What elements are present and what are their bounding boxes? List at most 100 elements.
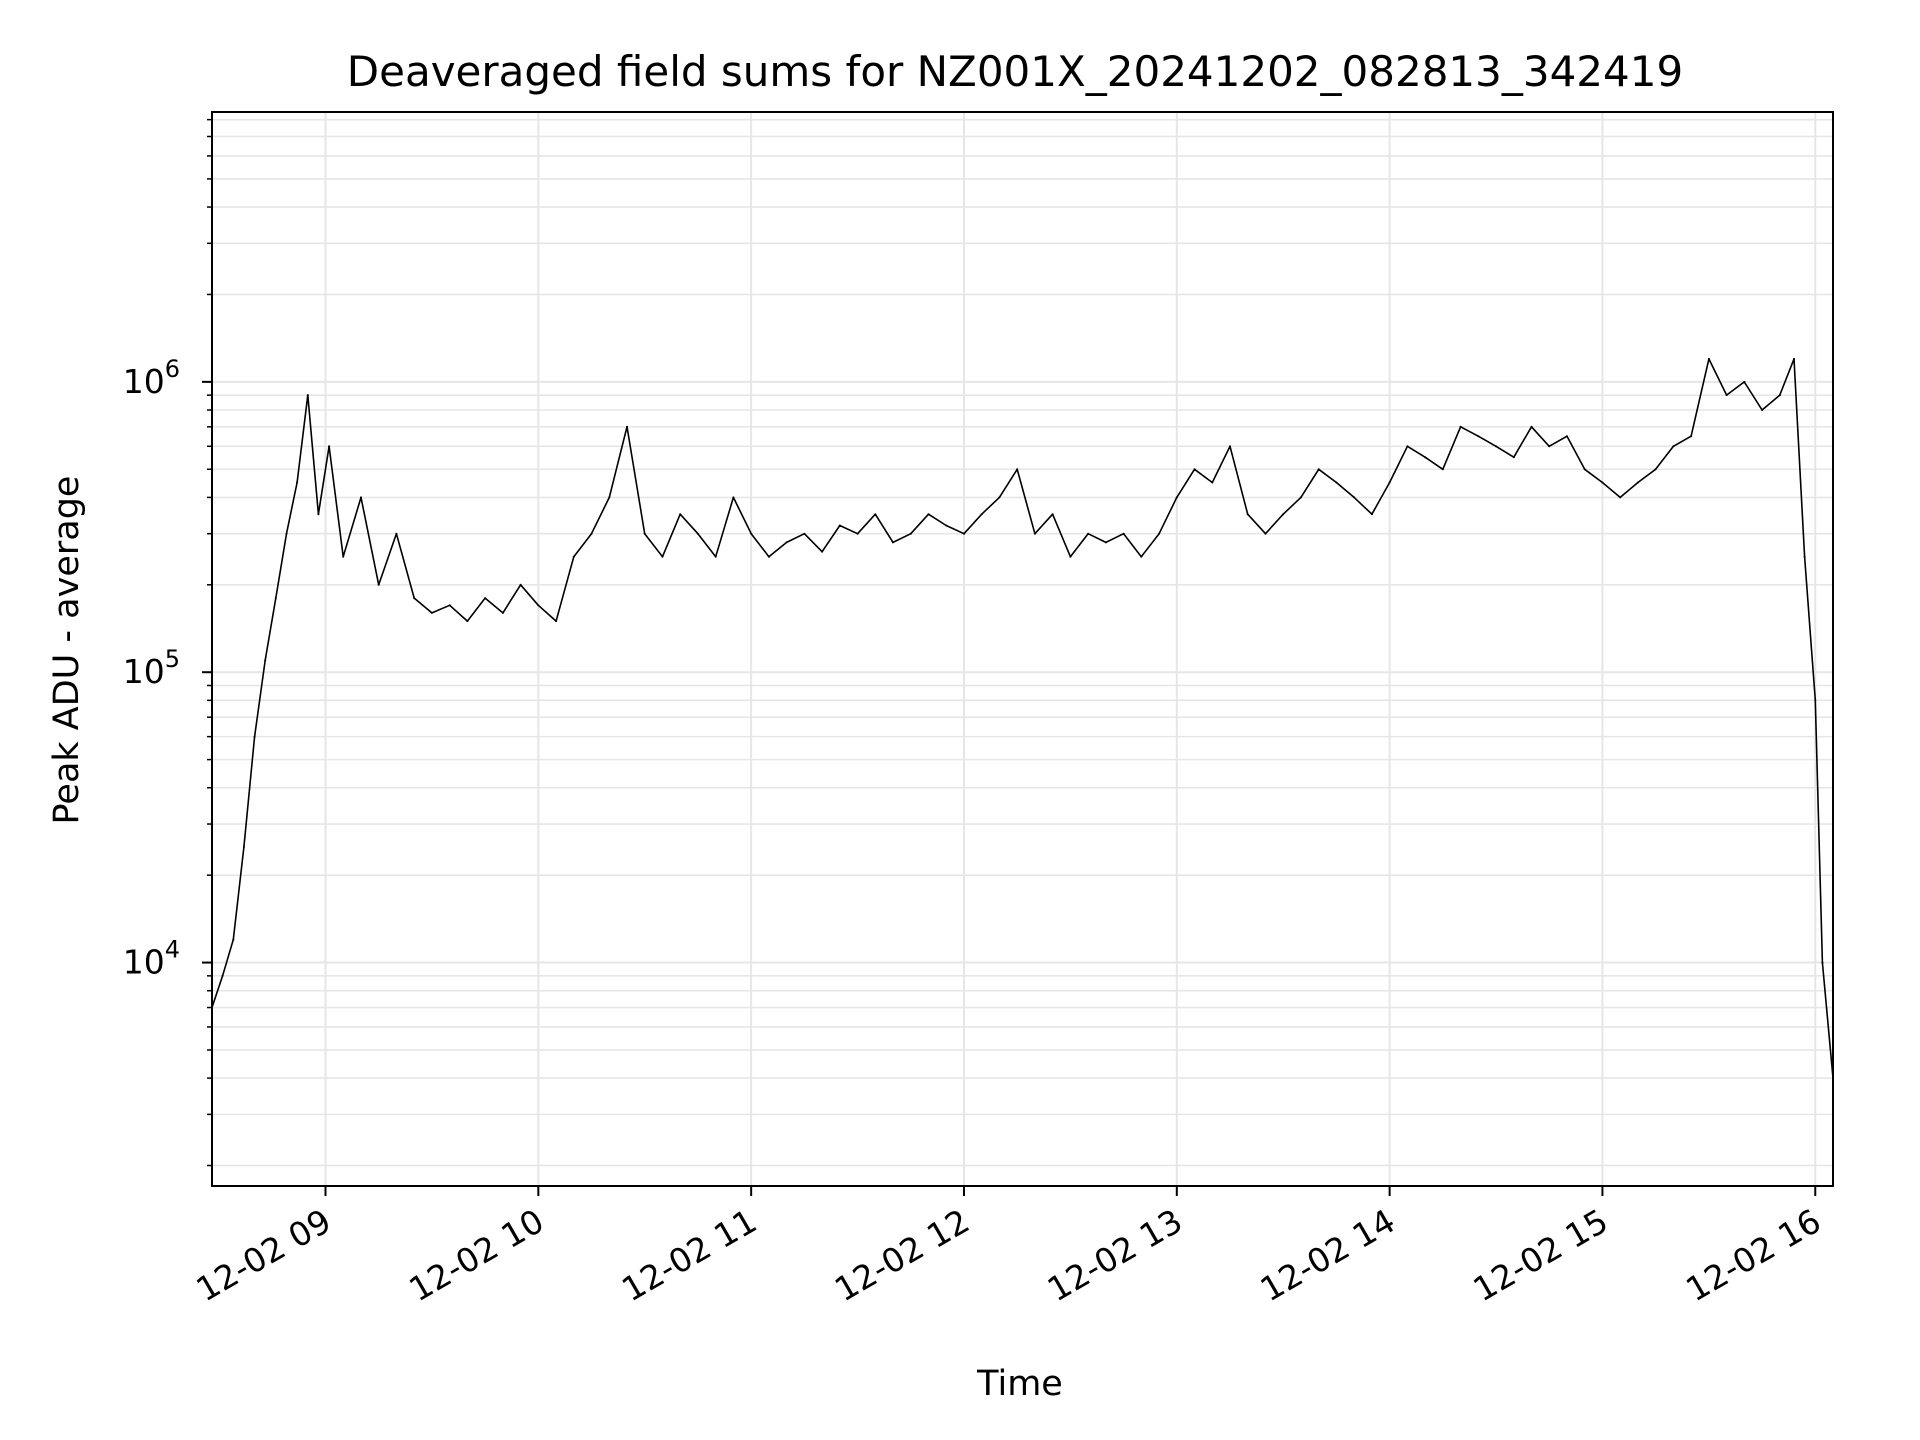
data-point [1087,532,1090,535]
data-point [1707,357,1710,360]
data-point [590,532,593,535]
y-tick-label: 106 [123,355,180,401]
data-point [537,604,540,607]
data-point [892,541,894,544]
data-point [1725,394,1728,397]
data-point [572,555,575,558]
data-point [803,532,806,535]
data-point [963,532,965,535]
data-point [1033,532,1036,535]
data-point [1441,468,1444,471]
data-point [221,974,224,977]
data-point [360,496,362,499]
data-point [1104,541,1107,544]
data-point [1246,513,1249,516]
data-point [767,555,770,558]
data-point [608,496,611,499]
data-point [1211,481,1214,484]
data-point [242,846,245,848]
y-tick-label: 104 [123,936,180,982]
data-point [1051,513,1054,516]
data-point [1690,435,1693,438]
data-point [1317,468,1320,471]
y-tick-label: 105 [123,645,180,691]
data-point [679,513,682,516]
data-point [413,597,416,600]
data-point [1477,435,1480,438]
y-axis-label: Peak ADU - average [47,476,87,825]
data-point [1566,435,1568,438]
data-point [1264,532,1267,535]
data-point [945,524,948,527]
data-point [821,550,824,553]
x-axis-label: Time [976,1364,1063,1404]
data-point [1406,445,1409,448]
data-point [661,555,664,558]
data-point [1122,532,1125,535]
data-point [264,659,267,662]
y-axis: 104 105 106 [123,118,212,1167]
series-group [211,357,1834,1080]
data-point [466,620,469,623]
data-point [342,555,345,558]
data-point [1761,409,1764,411]
data-point [1495,445,1497,448]
data-point [1619,496,1622,499]
data-point [1459,425,1462,428]
data-point [430,611,433,614]
data-point [317,513,320,516]
data-point [1821,961,1824,964]
data-point [1229,445,1231,448]
data-point [1069,555,1072,558]
data-point [1803,555,1806,558]
data-point [253,735,256,738]
data-point [1601,481,1604,484]
data-point [274,597,277,600]
data-point [519,583,522,586]
data-point [1158,532,1161,535]
data-point [1175,496,1178,499]
data-point [296,481,299,484]
data-point [1512,456,1515,459]
data-point [732,496,735,499]
data-point [1654,468,1657,471]
data-point [306,394,309,397]
data-point [1193,468,1196,471]
data-point [1016,468,1019,471]
data-point [980,513,983,516]
data-point [328,445,331,448]
data-point [1672,445,1675,448]
data-point [856,532,859,535]
data-point [1793,357,1795,360]
data-point [1424,456,1427,459]
data-point [377,583,380,586]
data-point [1370,513,1373,516]
data-point [998,496,1001,499]
data-point [1282,513,1285,516]
data-point [484,597,487,600]
data-point [1548,445,1551,448]
data-point [838,524,841,527]
data-point [714,555,717,558]
data-point [1583,468,1586,471]
data-point [555,620,558,623]
data-point [232,938,235,941]
data-point [1814,699,1817,702]
data-point [1778,394,1781,397]
data-point [1353,496,1356,499]
data-point [1388,481,1391,484]
data-point [1335,481,1338,484]
plot-frame [211,111,1834,1187]
data-point [909,532,912,535]
chart-title: Deaveraged field sums for NZ001X_2024120… [347,47,1683,96]
data-point [1299,496,1302,499]
data-point [501,611,504,614]
grid [212,112,1833,1186]
data-point [1140,555,1143,558]
data-point [626,425,628,428]
data-point [750,532,753,535]
data-point [1636,481,1639,484]
data-point [696,532,699,535]
